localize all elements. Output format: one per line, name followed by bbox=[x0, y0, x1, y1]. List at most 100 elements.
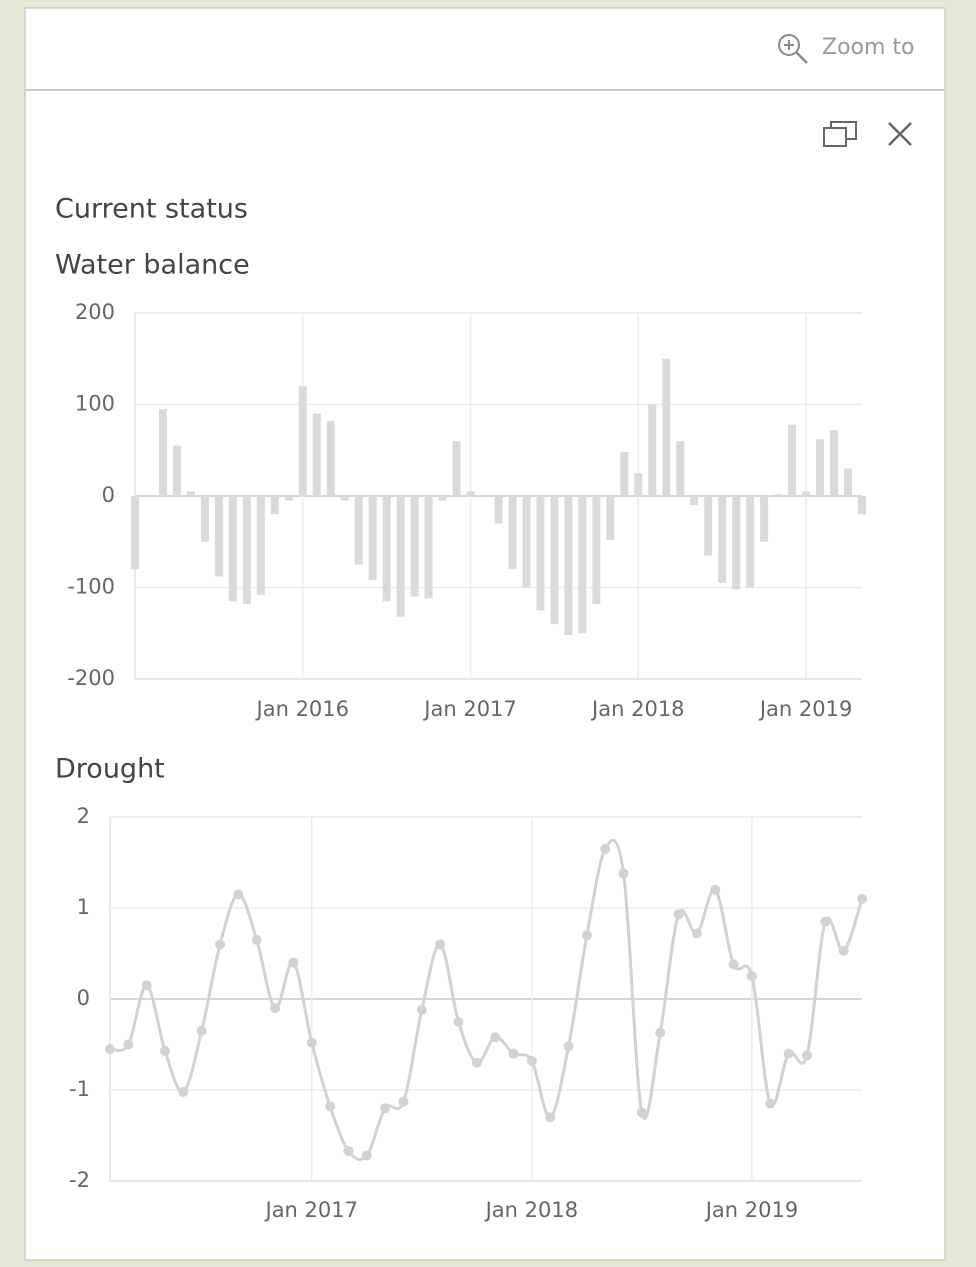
bar bbox=[466, 491, 475, 496]
bar bbox=[774, 494, 783, 496]
zoom-icon bbox=[778, 34, 800, 56]
y-tick-label: 100 bbox=[75, 392, 115, 416]
bar bbox=[788, 424, 797, 496]
point bbox=[270, 1003, 281, 1014]
y-tick-label: -200 bbox=[67, 666, 115, 690]
bar bbox=[732, 496, 741, 590]
zoom-icon-plus bbox=[784, 40, 794, 50]
point bbox=[160, 1045, 171, 1056]
x-tick-label: Jan 2019 bbox=[758, 697, 853, 721]
bar bbox=[158, 409, 167, 496]
point bbox=[141, 980, 152, 991]
y-tick-label: 0 bbox=[77, 986, 90, 1010]
point bbox=[233, 889, 244, 900]
point bbox=[398, 1096, 409, 1107]
bar bbox=[340, 496, 349, 501]
bar bbox=[186, 491, 195, 496]
point bbox=[288, 957, 299, 968]
chart-title: Water balance bbox=[55, 250, 250, 281]
point bbox=[526, 1055, 537, 1066]
dock-icon bbox=[823, 127, 847, 147]
bar bbox=[508, 496, 517, 570]
bar bbox=[802, 491, 811, 496]
x-tick-label: Jan 2018 bbox=[484, 1198, 579, 1222]
point bbox=[361, 1150, 372, 1161]
bar bbox=[564, 496, 573, 636]
point bbox=[801, 1050, 812, 1061]
close-button[interactable] bbox=[888, 122, 912, 146]
point bbox=[765, 1098, 776, 1109]
bar bbox=[550, 496, 559, 625]
bar bbox=[438, 496, 447, 501]
point bbox=[123, 1039, 134, 1050]
bar bbox=[396, 496, 405, 617]
bar bbox=[522, 496, 531, 588]
point bbox=[251, 934, 262, 945]
bar bbox=[228, 496, 237, 602]
point bbox=[178, 1086, 189, 1097]
chart-title: Drought bbox=[55, 754, 165, 785]
bar bbox=[620, 452, 629, 496]
bar bbox=[494, 496, 503, 524]
point bbox=[306, 1037, 317, 1048]
point bbox=[215, 939, 226, 950]
bar bbox=[704, 496, 713, 556]
bar bbox=[676, 441, 685, 496]
bar bbox=[354, 496, 363, 565]
x-tick-label: Jan 2018 bbox=[590, 697, 685, 721]
point bbox=[196, 1025, 207, 1036]
point bbox=[600, 843, 611, 854]
point bbox=[508, 1048, 519, 1059]
bar bbox=[172, 445, 181, 496]
bar bbox=[592, 496, 601, 604]
bar bbox=[214, 496, 223, 577]
bar bbox=[312, 413, 321, 496]
point bbox=[857, 893, 867, 904]
bar bbox=[242, 496, 251, 604]
point bbox=[691, 928, 702, 939]
bar bbox=[410, 496, 419, 597]
point bbox=[820, 916, 831, 927]
zoom-button[interactable]: Zoom to bbox=[778, 34, 915, 64]
point bbox=[545, 1112, 556, 1123]
bar bbox=[256, 496, 265, 595]
bar bbox=[424, 496, 433, 599]
point bbox=[618, 868, 629, 879]
x-tick-label: Jan 2019 bbox=[704, 1198, 799, 1222]
bar bbox=[816, 439, 825, 496]
y-tick-label: -1 bbox=[69, 1077, 90, 1101]
y-tick-label: 2 bbox=[77, 804, 90, 828]
bar bbox=[452, 441, 461, 496]
point bbox=[581, 930, 592, 941]
bar bbox=[760, 496, 769, 542]
bar bbox=[844, 468, 853, 496]
bar bbox=[536, 496, 545, 611]
bar bbox=[131, 496, 139, 570]
zoom-icon-handle bbox=[795, 51, 808, 64]
point bbox=[416, 1004, 427, 1015]
y-tick-label: -100 bbox=[67, 575, 115, 599]
bar bbox=[368, 496, 377, 581]
heading: Current status bbox=[55, 194, 248, 225]
y-tick-label: 1 bbox=[77, 895, 90, 919]
point bbox=[728, 959, 739, 970]
bar bbox=[858, 496, 866, 515]
dock-button[interactable] bbox=[823, 121, 857, 147]
y-tick-label: 200 bbox=[75, 300, 115, 324]
point bbox=[453, 1016, 464, 1027]
bar bbox=[284, 496, 293, 501]
point bbox=[343, 1145, 354, 1156]
bar bbox=[690, 496, 699, 506]
bar bbox=[326, 420, 335, 496]
bar bbox=[746, 496, 755, 588]
bar bbox=[648, 404, 657, 496]
point bbox=[325, 1101, 336, 1112]
x-tick-label: Jan 2016 bbox=[255, 697, 350, 721]
bar bbox=[200, 496, 209, 542]
point bbox=[435, 939, 446, 950]
bar bbox=[718, 496, 727, 583]
zoom-label: Zoom to bbox=[822, 35, 915, 60]
point bbox=[783, 1048, 794, 1059]
